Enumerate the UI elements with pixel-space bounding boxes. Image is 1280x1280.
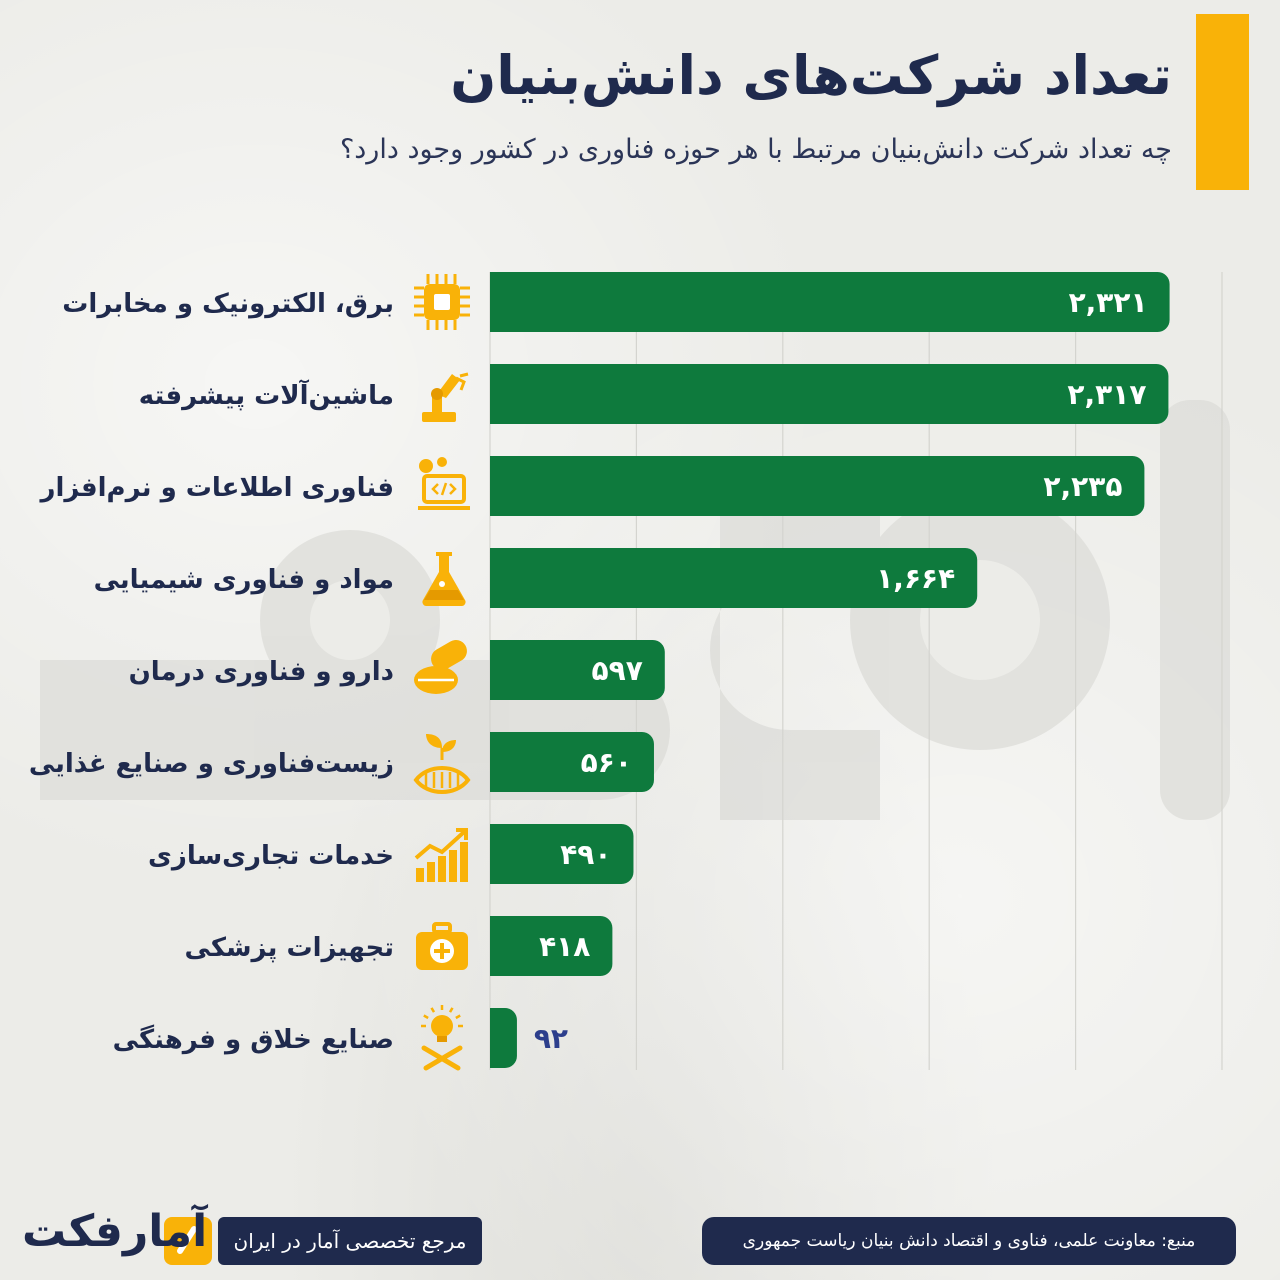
category-label: خدمات تجاری‌سازی <box>148 841 394 871</box>
bar <box>490 732 654 792</box>
category-label: تجهیزات پزشکی <box>185 933 394 963</box>
biotech-plant-icon <box>413 734 471 794</box>
bar <box>490 824 634 884</box>
category-label: دارو و فناوری درمان <box>129 657 394 687</box>
category-label: زیست‌فناوری و صنایع غذایی <box>29 749 394 779</box>
pills-icon <box>414 640 467 694</box>
brand-tagline: مرجع تخصصی آمار در ایران <box>218 1217 482 1265</box>
bar-row: ۲,۳۲۱ برق، الکترونیک و مخابرات <box>62 272 1170 332</box>
lightbulb-tools-icon <box>421 1005 463 1071</box>
data-label: ۲,۳۱۷ <box>1067 378 1146 411</box>
bar-row: ۲,۳۱۷ ماشین‌آلات پیشرفته <box>139 364 1169 424</box>
flask-icon <box>422 552 466 607</box>
title-accent-bar <box>1196 14 1249 190</box>
bar-row: ۴۱۸ تجهیزات پزشکی <box>185 916 613 976</box>
bar-row: ۵۹۷ دارو و فناوری درمان <box>129 640 665 700</box>
data-label: ۲,۳۲۱ <box>1069 286 1148 319</box>
data-label: ۴۱۸ <box>539 930 590 963</box>
laptop-code-icon <box>418 457 470 510</box>
medical-kit-icon <box>416 922 468 970</box>
bar-row: ۱,۶۶۴ مواد و فناوری شیمیایی <box>94 548 978 608</box>
bar-row: ۴۹۰ خدمات تجاری‌سازی <box>148 824 634 884</box>
data-label: ۵۶۰ <box>581 746 632 779</box>
slash-logo-icon <box>164 1217 212 1265</box>
bar <box>490 1008 517 1068</box>
category-label: مواد و فناوری شیمیایی <box>94 565 394 595</box>
category-label: برق، الکترونیک و مخابرات <box>62 289 394 319</box>
data-label: ۵۹۷ <box>592 654 643 687</box>
data-label: ۲,۲۳۵ <box>1043 470 1122 503</box>
bar <box>490 548 978 608</box>
data-label: ۱,۶۶۴ <box>876 562 955 595</box>
growth-chart-icon <box>414 828 468 882</box>
bar <box>490 916 613 976</box>
source-label: منبع: معاونت علمی، فناوی و اقتصاد دانش ب… <box>702 1217 1236 1265</box>
category-label: ماشین‌آلات پیشرفته <box>139 379 394 411</box>
robot-arm-icon <box>422 372 469 422</box>
bar <box>490 640 665 700</box>
bar <box>490 364 1169 424</box>
bar-row: ۹۲ صنایع خلاق و فرهنگی <box>113 1005 568 1071</box>
bar <box>490 456 1145 516</box>
category-label: صنایع خلاق و فرهنگی <box>113 1024 394 1055</box>
brand-logo: آمارفکت <box>22 1206 208 1257</box>
circuit-chip-icon <box>414 274 470 330</box>
bar-row: ۵۶۰ زیست‌فناوری و صنایع غذایی <box>29 732 654 794</box>
page-subtitle: چه تعداد شرکت دانش‌بنیان مرتبط با هر حوز… <box>339 134 1172 165</box>
page-title: تعداد شرکت‌های دانش‌بنیان <box>450 44 1172 107</box>
category-label: فناوری اطلاعات و نرم‌افزار <box>39 473 394 503</box>
bar-row: ۲,۲۳۵ فناوری اطلاعات و نرم‌افزار <box>39 456 1145 516</box>
data-label: ۴۹۰ <box>560 838 611 871</box>
bar <box>490 272 1170 332</box>
data-label: ۹۲ <box>534 1022 568 1055</box>
